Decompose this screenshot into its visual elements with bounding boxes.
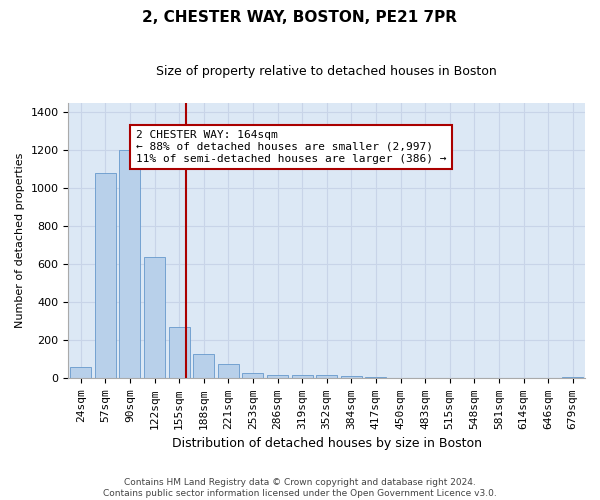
Bar [144, 257, 165, 378]
Bar [316, 374, 337, 378]
Bar [169, 327, 190, 378]
Bar [365, 377, 386, 378]
Text: 2, CHESTER WAY, BOSTON, PE21 7PR: 2, CHESTER WAY, BOSTON, PE21 7PR [143, 10, 458, 25]
Bar [242, 372, 263, 378]
Bar [292, 374, 313, 378]
Title: Size of property relative to detached houses in Boston: Size of property relative to detached ho… [157, 65, 497, 78]
Bar [119, 150, 140, 378]
Text: 2 CHESTER WAY: 164sqm
← 88% of detached houses are smaller (2,997)
11% of semi-d: 2 CHESTER WAY: 164sqm ← 88% of detached … [136, 130, 446, 164]
Bar [267, 374, 288, 378]
Text: Contains HM Land Registry data © Crown copyright and database right 2024.
Contai: Contains HM Land Registry data © Crown c… [103, 478, 497, 498]
X-axis label: Distribution of detached houses by size in Boston: Distribution of detached houses by size … [172, 437, 482, 450]
Bar [562, 377, 583, 378]
Bar [70, 367, 91, 378]
Bar [341, 376, 362, 378]
Bar [218, 364, 239, 378]
Bar [95, 173, 116, 378]
Bar [193, 354, 214, 378]
Y-axis label: Number of detached properties: Number of detached properties [15, 153, 25, 328]
